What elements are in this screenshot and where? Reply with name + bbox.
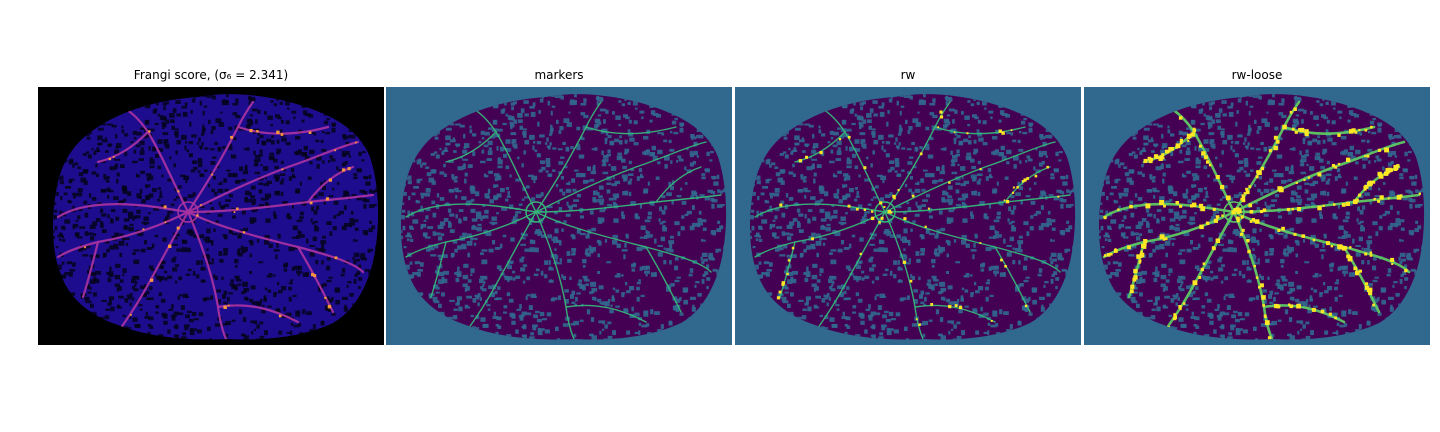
frangi-score-image [38,87,384,345]
panel-title-rw: rw [900,68,916,82]
panel-title-frangi: Frangi score, (σ₆ = 2.341) [133,68,289,82]
markers-image [386,87,732,345]
panel-title-markers: markers [534,68,584,82]
panel-title-rw-loose: rw-loose [1231,68,1283,82]
rw-image [735,87,1081,345]
rw-loose-image [1084,87,1430,345]
